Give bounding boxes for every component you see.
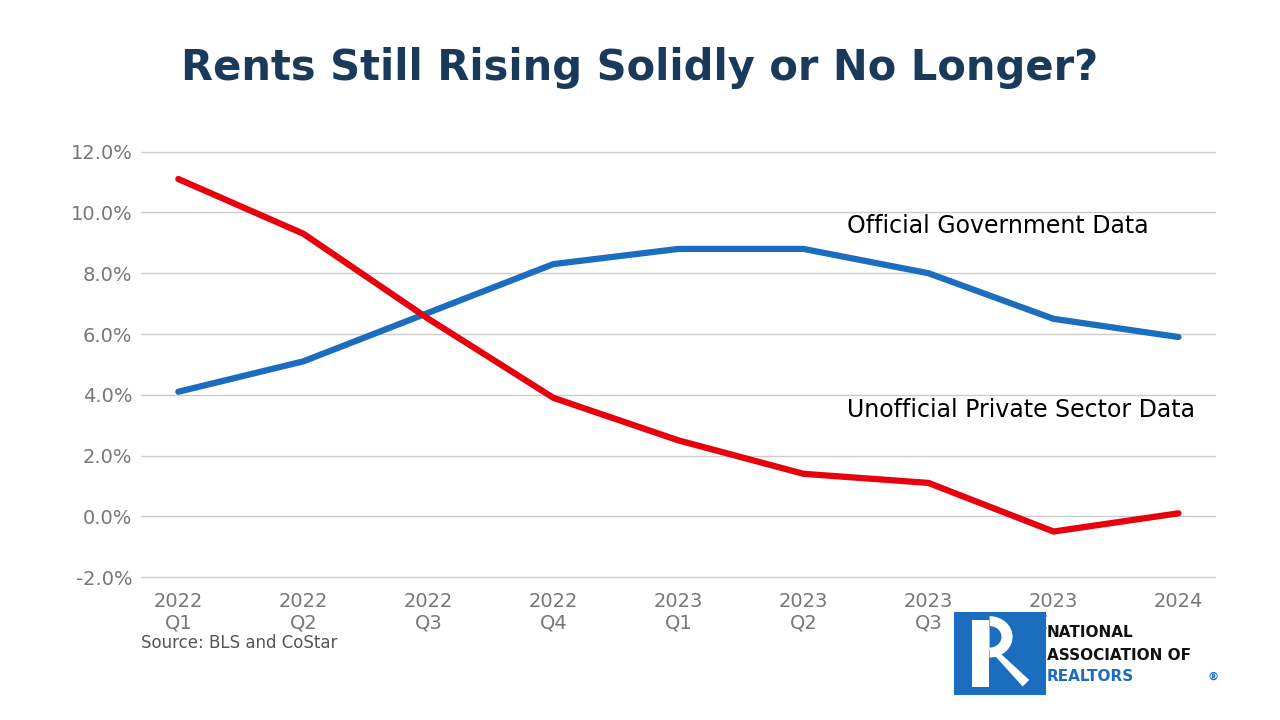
Text: REALTORS: REALTORS [1047, 669, 1134, 684]
Text: Source: BLS and CoStar: Source: BLS and CoStar [141, 634, 337, 652]
Wedge shape [989, 616, 1012, 657]
Polygon shape [987, 647, 1029, 687]
Text: NATIONAL: NATIONAL [1047, 625, 1134, 640]
Bar [972, 627, 991, 647]
Wedge shape [989, 626, 1001, 647]
Bar [972, 620, 988, 687]
Text: Unofficial Private Sector Data: Unofficial Private Sector Data [847, 398, 1196, 422]
Text: Rents Still Rising Solidly or No Longer?: Rents Still Rising Solidly or No Longer? [182, 47, 1098, 89]
Text: Official Government Data: Official Government Data [847, 215, 1149, 238]
Text: ASSOCIATION OF: ASSOCIATION OF [1047, 647, 1190, 662]
Text: ®: ® [1207, 672, 1219, 682]
